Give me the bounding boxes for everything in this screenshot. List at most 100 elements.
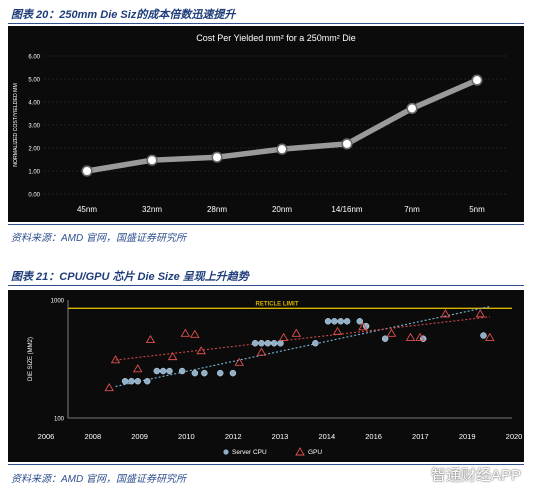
server-cpu-point	[159, 367, 167, 375]
server-cpu-point	[270, 340, 278, 347]
server-cpu-point	[480, 332, 487, 339]
y-tick-label: 1.00	[28, 170, 40, 176]
data-point	[406, 102, 418, 115]
x-tick-label: 2006	[38, 432, 55, 441]
data-point	[471, 74, 483, 86]
server-cpu-point	[381, 335, 389, 342]
server-cpu-point	[144, 377, 151, 385]
reticle-limit-label: RETICLE LIMIT	[256, 301, 299, 307]
server-cpu-point	[258, 340, 265, 347]
gpu-point	[440, 309, 451, 318]
chart-1-panel	[8, 26, 524, 222]
y-tick-label: 1000	[51, 299, 65, 305]
y-tick-label: 100	[54, 417, 65, 423]
server-cpu-point	[331, 318, 338, 325]
gpu-point	[278, 332, 289, 341]
server-cpu-point	[153, 367, 161, 375]
gpu-point	[256, 347, 267, 356]
x-tick-label: 2020	[506, 432, 523, 441]
x-tick-label: 2008	[84, 432, 101, 441]
server-cpu-point	[178, 367, 186, 375]
server-cpu-point	[324, 318, 332, 325]
chart-2-bottom-rule	[8, 464, 524, 465]
gpu-point	[180, 328, 191, 337]
data-point	[276, 143, 288, 155]
figure-20-caption: 图表 20：250mm Die Siz的成本倍数迅速提升	[11, 9, 236, 21]
data-point	[341, 138, 353, 150]
y-axis-label: NORMALIZED COST/YIELDED MM	[13, 83, 19, 167]
figure-21-source: 资料来源：AMD 官网，国盛证券研究所	[11, 474, 186, 485]
figure-21-caption: 图表 21：CPU/GPU 芯片 Die Size 呈现上升趋势	[11, 271, 249, 283]
server-cpu-point	[277, 340, 284, 347]
server-cpu-point	[251, 340, 259, 347]
y-tick-label: 6.00	[28, 55, 40, 61]
data-point	[146, 154, 158, 166]
chart-1-bottom-rule	[8, 224, 524, 225]
server-cpu-point	[201, 369, 208, 377]
data-point	[81, 165, 93, 177]
server-cpu-point	[337, 318, 344, 325]
gpu-point	[415, 332, 425, 341]
gpu-point	[386, 328, 397, 337]
x-tick-label: 7nm	[404, 205, 420, 214]
figure-20-source: 资料来源：AMD 官网，国盛证券研究所	[11, 233, 186, 244]
x-tick-label: 2013	[272, 432, 289, 441]
server-cpu-point	[343, 318, 351, 325]
chart-2-panel	[8, 290, 524, 462]
legend-server-cpu-label: Server CPU	[232, 449, 267, 456]
server-cpu-point	[166, 367, 173, 375]
trendline	[115, 306, 490, 388]
y-tick-label: 5.00	[28, 78, 40, 84]
y-axis-label: DIE SIZE (MM2)	[28, 337, 34, 381]
x-tick-label: 2017	[412, 432, 429, 441]
server-cpu-point	[121, 377, 129, 385]
x-tick-label: 5nm	[469, 205, 485, 214]
x-tick-label: 14/16nm	[331, 205, 362, 214]
server-cpu-point	[264, 340, 272, 347]
gpu-point	[132, 364, 143, 373]
gpu-point	[190, 329, 200, 338]
gpu-point	[167, 351, 178, 361]
x-tick-label: 20nm	[272, 205, 292, 214]
legend-server-cpu-marker	[223, 449, 229, 455]
server-cpu-point	[216, 369, 224, 377]
x-tick-label: 2010	[178, 432, 195, 441]
caption-rule-top	[8, 23, 524, 24]
gpu-point	[110, 355, 121, 364]
gpu-point	[475, 309, 486, 318]
y-tick-label: 0.00	[28, 193, 40, 199]
server-cpu-point	[128, 377, 135, 385]
y-tick-label: 2.00	[28, 147, 40, 153]
gpu-point	[145, 334, 156, 344]
x-tick-label: 2012	[225, 432, 242, 441]
x-tick-label: 2016	[365, 432, 382, 441]
x-tick-label: 28nm	[207, 205, 227, 214]
gpu-point	[358, 322, 368, 331]
y-tick-label: 3.00	[28, 124, 40, 130]
caption-rule-bottom	[8, 285, 524, 286]
x-tick-label: 2014	[318, 432, 335, 441]
x-tick-label: 2009	[131, 432, 148, 441]
gpu-point	[405, 332, 416, 341]
x-tick-label: 45nm	[77, 205, 97, 214]
gpu-point	[291, 328, 302, 337]
gpu-point	[332, 326, 343, 335]
data-point	[211, 151, 223, 163]
chart-title: Cost Per Yielded mm² for a 250mm² Die	[196, 33, 356, 43]
x-tick-label: 2019	[459, 432, 476, 441]
y-tick-label: 4.00	[28, 101, 40, 107]
server-cpu-point	[229, 369, 237, 377]
server-cpu-point	[356, 318, 364, 325]
server-cpu-point	[191, 369, 199, 377]
gpu-point	[485, 332, 495, 341]
x-tick-label: 32nm	[142, 205, 162, 214]
gpu-point	[196, 346, 206, 355]
legend-gpu-label: GPU	[308, 449, 322, 456]
watermark-text: 智通财经APP	[430, 467, 521, 484]
gpu-point	[104, 382, 115, 392]
gpu-point	[234, 357, 245, 366]
legend-gpu-marker	[295, 447, 305, 456]
server-cpu-point	[134, 377, 142, 385]
